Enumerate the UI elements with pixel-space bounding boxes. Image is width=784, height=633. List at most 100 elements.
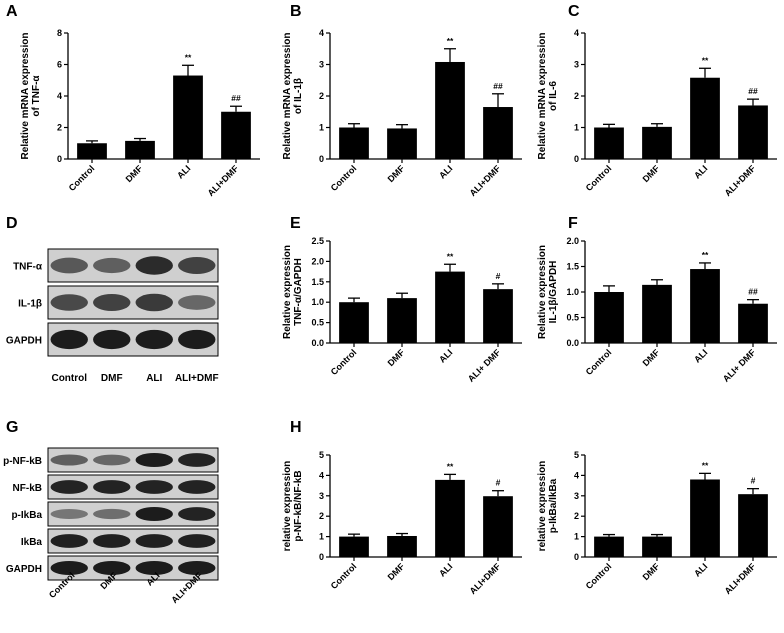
y-tick-label: 3 [319,60,324,70]
x-tick-label: DMF [641,561,662,582]
x-tick-label: ALI+ DMF [466,347,503,384]
y-tick-label: 0 [319,552,324,562]
y-tick-label: 2 [574,91,579,101]
lane-label: ALI+DMF [175,373,219,384]
bar [738,105,768,159]
y-tick-label: 4 [57,91,62,101]
y-tick-label: 3 [574,491,579,501]
x-tick-label: ALI [692,561,709,578]
blot-row: p-IkBa [11,501,219,527]
bar [387,128,417,159]
bar [387,298,417,343]
x-tick-label: DMF [386,163,407,184]
blot-band [50,508,88,520]
bar [435,61,465,160]
y-tick-label: 4 [574,28,579,38]
y-tick-label: 0 [57,154,62,164]
significance-marker: ** [447,461,454,471]
x-tick-label: Control [584,347,614,377]
bar [642,284,672,343]
blot-band [135,480,173,494]
bar [435,271,465,343]
bar [642,126,672,159]
blot-row: GAPDH [6,555,219,581]
y-tick-label: 2 [574,511,579,521]
blot-band [135,506,173,522]
blot-row: GAPDH [6,322,219,357]
x-tick-label: ALI [692,163,709,180]
significance-marker: # [496,478,501,488]
blot-row-label: NF-kB [13,483,42,494]
blot-row: IkBa [21,528,219,554]
bar [339,536,369,557]
lane-label: ALI [146,373,162,384]
chart-e: 0.0 0.5 1.0 1.5 2.0 2.5 Relative expression TNF… [282,236,522,384]
x-tick-label: DMF [641,347,662,368]
y-tick-label: 1.5 [566,262,579,272]
bar [738,494,768,557]
blot-band [178,329,216,350]
x-tick-label: ALI [175,163,192,180]
chart-h: 0 1 2 3 4 5 relative expression p-NF-kB/NF-kB Co… [282,450,522,596]
blot-band [93,480,131,494]
bar [738,303,768,343]
y-axis-label-line2: of IL-6 [548,81,559,111]
blot-band [93,508,131,520]
blot-band [135,452,173,468]
chart-a: 0 2 4 6 8 Relative mRNA expression of TNF-α Con… [20,28,260,198]
panel-label-g: G [6,419,18,436]
y-axis-label-line1: Relative expression [537,245,548,339]
blot-band [50,294,88,311]
bar [483,289,513,343]
bar [435,479,465,557]
blot-row-label: p-NF-kB [3,456,42,467]
blot-band [178,480,216,494]
western-blots: TNF-α IL-1β GAPDH Control DMF ALI ALI+DMF p-NF-… [3,248,219,605]
bar [642,536,672,557]
blot-band [50,534,88,548]
y-axis-label-line1: Relative mRNA expression [537,33,548,160]
y-axis-label-line2: p-NF-kB/NF-kB [293,470,304,541]
y-axis-label-line1: Relative mRNA expression [282,33,293,160]
x-tick-label: DMF [641,163,662,184]
blot-band [93,329,131,350]
y-tick-label: 2.5 [311,236,324,246]
western-blot-d: TNF-α IL-1β GAPDH Control DMF ALI ALI+DMF [6,248,219,384]
blot-band [50,454,88,466]
y-tick-label: 1.5 [311,277,324,287]
y-tick-label: 1 [319,123,324,133]
blot-band [93,560,131,576]
y-tick-label: 4 [574,470,579,480]
panel-label-a: A [6,3,18,20]
x-tick-label: ALI+ DMF [721,347,758,384]
significance-marker: ## [748,287,758,297]
blot-band [50,329,88,350]
blot-band [93,534,131,548]
significance-marker: ## [748,86,758,96]
panel-label-e: E [290,215,301,232]
bar [594,536,624,557]
y-axis-label-line2: of TNF-α [31,75,42,117]
x-tick-label: Control [329,561,359,591]
y-axis-label-line2: of IL-1β [293,78,304,114]
blot-band [135,534,173,548]
blot-band [178,453,216,467]
y-tick-label: 1 [574,532,579,542]
y-tick-label: 5 [574,450,579,460]
bar [173,75,203,159]
panel-label-h: H [290,419,302,436]
panel-label-b: B [290,3,302,20]
blot-band [135,256,173,275]
panel-label-d: D [6,215,18,232]
y-tick-label: 0 [574,552,579,562]
blot-row: p-NF-kB [3,447,219,473]
x-tick-label: Control [584,561,614,591]
blot-band [93,454,131,466]
blot-band [50,480,88,494]
y-tick-label: 1.0 [566,287,579,297]
significance-marker: ** [702,55,709,65]
blot-band [135,329,173,350]
x-tick-label: ALI [437,163,454,180]
